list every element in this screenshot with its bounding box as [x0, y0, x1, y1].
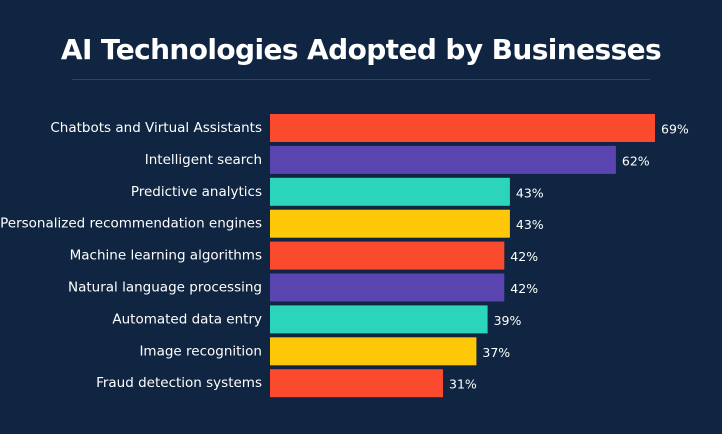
category-label-7: Image recognition	[139, 343, 262, 359]
category-label-1: Intelligent search	[145, 152, 262, 168]
bar-4	[270, 241, 505, 270]
bar-3	[270, 209, 510, 238]
category-label-6: Automated data entry	[112, 311, 262, 327]
category-label-4: Machine learning algorithms	[70, 248, 262, 264]
category-label-3: Personalized recommendation engines	[0, 216, 262, 232]
value-label-2: 43%	[516, 185, 544, 200]
category-label-5: Natural language processing	[68, 280, 262, 296]
value-label-8: 31%	[449, 377, 477, 392]
category-label-8: Fraud detection systems	[96, 375, 262, 391]
title-divider	[72, 79, 650, 80]
chart-title: AI Technologies Adopted by Businesses	[60, 33, 662, 66]
bar-7	[270, 337, 477, 366]
bar-8	[270, 369, 443, 398]
bar-1	[270, 145, 616, 174]
value-label-7: 37%	[482, 345, 510, 360]
bar-6	[270, 305, 488, 334]
bar-5	[270, 273, 505, 302]
bar-0	[270, 114, 655, 142]
value-label-4: 42%	[510, 249, 538, 264]
value-label-5: 42%	[510, 281, 538, 296]
category-label-0: Chatbots and Virtual Assistants	[50, 120, 262, 136]
value-label-3: 43%	[516, 217, 544, 232]
category-label-2: Predictive analytics	[131, 184, 262, 200]
value-label-1: 62%	[622, 153, 650, 168]
value-label-6: 39%	[494, 313, 522, 328]
bar-2	[270, 177, 510, 206]
value-label-0: 69%	[661, 122, 689, 137]
